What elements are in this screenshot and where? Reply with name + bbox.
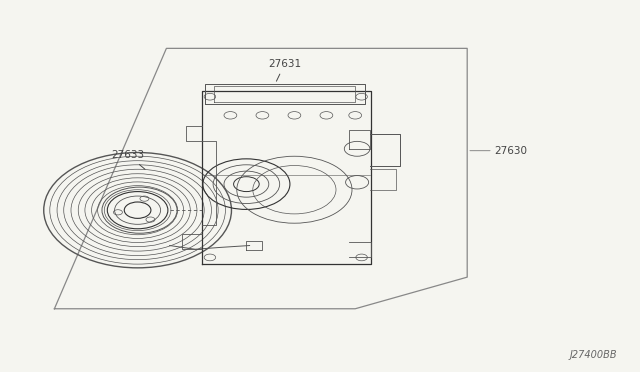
Text: 27631: 27631	[268, 59, 301, 81]
Text: 27633: 27633	[111, 150, 145, 169]
Text: 27630: 27630	[495, 146, 528, 155]
Text: J27400BB: J27400BB	[570, 350, 618, 360]
